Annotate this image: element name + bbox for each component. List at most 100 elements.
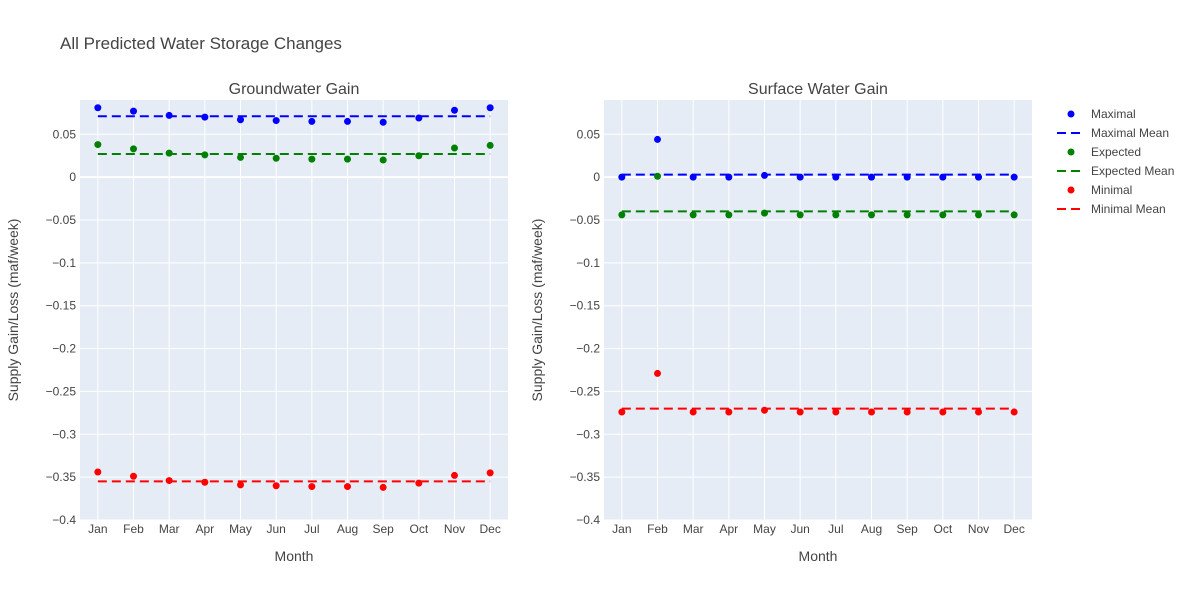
data-point-expected[interactable]: [1010, 211, 1018, 219]
data-point-maximal[interactable]: [618, 173, 626, 181]
data-point-maximal[interactable]: [272, 117, 280, 125]
x-tick-label: Apr: [719, 522, 738, 536]
data-point-expected[interactable]: [939, 211, 947, 219]
data-point-maximal[interactable]: [94, 104, 102, 112]
data-point-minimal[interactable]: [868, 408, 875, 416]
data-point-maximal[interactable]: [201, 113, 209, 121]
legend-item-minimal-mean[interactable]: Minimal Mean: [1057, 202, 1166, 216]
data-point-expected[interactable]: [618, 211, 626, 219]
data-point-maximal[interactable]: [130, 107, 137, 115]
legend[interactable]: Maximal Maximal Mean Expected Expected Mean…: [1057, 107, 1174, 216]
data-point-minimal[interactable]: [832, 408, 840, 416]
subplot-title: Surface Water Gain: [748, 81, 888, 98]
data-point-maximal[interactable]: [761, 171, 768, 179]
x-tick-label: Jun: [790, 522, 809, 536]
data-point-maximal[interactable]: [654, 135, 661, 143]
data-point-expected[interactable]: [130, 145, 137, 153]
x-tick-label: Nov: [444, 522, 465, 536]
data-point-expected[interactable]: [451, 144, 458, 152]
data-point-expected[interactable]: [344, 155, 351, 163]
y-tick-label: −0.25: [570, 384, 601, 398]
data-point-maximal[interactable]: [308, 117, 316, 125]
data-point-expected[interactable]: [903, 211, 911, 219]
data-point-maximal[interactable]: [689, 173, 697, 181]
data-point-minimal[interactable]: [618, 408, 626, 416]
data-point-minimal[interactable]: [237, 481, 244, 489]
data-point-minimal[interactable]: [796, 408, 804, 416]
data-point-expected[interactable]: [654, 172, 661, 180]
data-point-minimal[interactable]: [94, 468, 102, 476]
data-point-expected[interactable]: [975, 211, 982, 219]
data-point-expected[interactable]: [486, 141, 494, 149]
data-point-expected[interactable]: [761, 209, 768, 217]
data-point-expected[interactable]: [165, 149, 173, 157]
data-point-maximal[interactable]: [344, 117, 351, 125]
legend-item-maximal[interactable]: Maximal: [1067, 107, 1136, 121]
x-tick-label: Jul: [304, 522, 319, 536]
data-point-maximal[interactable]: [975, 173, 982, 181]
data-point-minimal[interactable]: [975, 408, 982, 416]
data-point-expected[interactable]: [379, 156, 387, 164]
legend-item-expected[interactable]: Expected: [1067, 145, 1142, 159]
data-point-minimal[interactable]: [165, 477, 173, 485]
data-point-minimal[interactable]: [689, 408, 697, 416]
legend-label: Minimal Mean: [1091, 202, 1166, 216]
data-point-maximal[interactable]: [1010, 173, 1018, 181]
data-point-expected[interactable]: [725, 211, 733, 219]
data-point-expected[interactable]: [796, 211, 804, 219]
legend-item-minimal[interactable]: Minimal: [1067, 183, 1133, 197]
data-point-expected[interactable]: [308, 155, 316, 163]
data-point-maximal[interactable]: [832, 173, 840, 181]
data-point-maximal[interactable]: [379, 118, 387, 126]
data-point-expected[interactable]: [832, 211, 840, 219]
data-point-minimal[interactable]: [903, 408, 911, 416]
data-point-maximal[interactable]: [165, 111, 173, 119]
data-point-expected[interactable]: [415, 152, 423, 160]
data-point-maximal[interactable]: [725, 173, 733, 181]
data-point-maximal[interactable]: [486, 104, 494, 112]
y-tick-label: 0.05: [53, 127, 77, 141]
data-point-maximal[interactable]: [903, 173, 911, 181]
data-point-expected[interactable]: [201, 151, 209, 159]
data-point-expected[interactable]: [94, 141, 102, 149]
data-point-maximal[interactable]: [451, 106, 458, 114]
data-point-maximal[interactable]: [237, 116, 244, 124]
data-point-minimal[interactable]: [415, 479, 423, 487]
data-point-minimal[interactable]: [130, 472, 137, 480]
data-point-maximal[interactable]: [415, 114, 423, 122]
subplot-title: Groundwater Gain: [229, 81, 360, 98]
data-point-minimal[interactable]: [201, 478, 209, 486]
y-axis-label: Supply Gain/Loss (maf/week): [529, 219, 545, 402]
data-point-minimal[interactable]: [486, 469, 494, 477]
y-tick-label: −0.3: [52, 427, 76, 441]
y-tick-label: 0.05: [577, 127, 601, 141]
y-axis-label: Supply Gain/Loss (maf/week): [5, 219, 21, 402]
y-tick-label: −0.1: [52, 256, 76, 270]
legend-marker: [1067, 110, 1075, 118]
data-point-minimal[interactable]: [939, 408, 947, 416]
x-tick-label: Feb: [647, 522, 668, 536]
data-point-expected[interactable]: [272, 154, 280, 162]
y-tick-label: −0.2: [52, 342, 76, 356]
data-point-minimal[interactable]: [379, 483, 387, 491]
legend-label: Maximal: [1091, 107, 1136, 121]
data-point-minimal[interactable]: [344, 483, 351, 491]
data-point-minimal[interactable]: [451, 471, 458, 479]
data-point-minimal[interactable]: [654, 369, 661, 377]
data-point-minimal[interactable]: [1010, 408, 1018, 416]
data-point-maximal[interactable]: [939, 173, 947, 181]
legend-item-expected-mean[interactable]: Expected Mean: [1057, 164, 1174, 178]
data-point-expected[interactable]: [868, 211, 875, 219]
data-point-maximal[interactable]: [796, 173, 804, 181]
data-point-minimal[interactable]: [761, 406, 768, 414]
data-point-maximal[interactable]: [868, 173, 875, 181]
data-point-minimal[interactable]: [272, 482, 280, 490]
x-axis-label: Month: [275, 548, 314, 564]
legend-item-maximal-mean[interactable]: Maximal Mean: [1057, 126, 1169, 140]
data-point-expected[interactable]: [689, 211, 697, 219]
data-point-minimal[interactable]: [308, 483, 316, 491]
y-tick-label: 0: [69, 170, 76, 184]
data-point-minimal[interactable]: [725, 408, 733, 416]
data-point-expected[interactable]: [237, 153, 244, 161]
